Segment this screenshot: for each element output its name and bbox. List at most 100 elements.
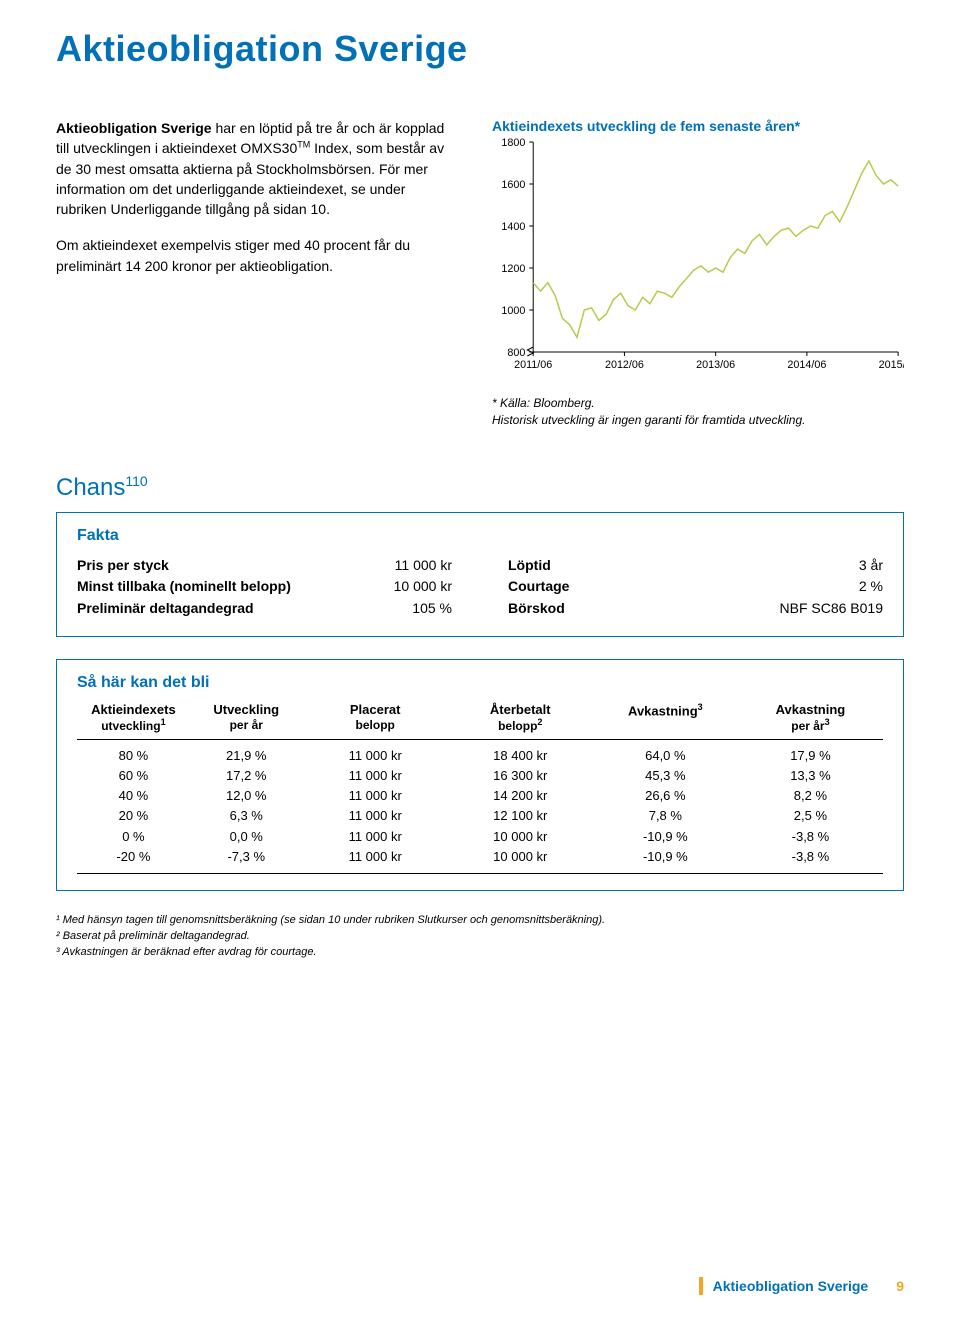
scenario-box: Så här kan det bli Aktieindexetsutveckli…	[56, 659, 904, 891]
h-c1a: Aktieindexets	[91, 702, 176, 717]
scenario-body: 80 %21,9 %11 000 kr18 400 kr64,0 %17,9 %…	[77, 746, 883, 874]
svg-text:800: 800	[507, 347, 525, 359]
svg-text:1000: 1000	[501, 305, 525, 317]
fakta-col-left: Pris per styck11 000 krMinst tillbaka (n…	[77, 555, 452, 620]
intro-text: Aktieobligation Sverige har en löptid på…	[56, 118, 456, 429]
svg-text:1200: 1200	[501, 263, 525, 275]
fakta-title: Fakta	[77, 527, 883, 545]
scenario-title: Så här kan det bli	[77, 674, 883, 692]
scenario-header: Aktieindexetsutveckling1 Utvecklingper å…	[77, 702, 883, 740]
fakta-label: Pris per styck	[77, 555, 169, 577]
h-c2a: Utveckling	[213, 702, 279, 717]
cell: 40 %	[77, 786, 190, 806]
fakta-value: 105 %	[412, 598, 452, 620]
cell: 45,3 %	[593, 766, 738, 786]
chart-title: Aktieindexets utveckling de fem senaste …	[492, 118, 904, 134]
cell: 8,2 %	[738, 786, 883, 806]
h-c1s: 1	[161, 717, 166, 727]
chart-footnote-1: * Källa: Bloomberg.	[492, 395, 904, 412]
chart-footnote: * Källa: Bloomberg. Historisk utveckling…	[492, 395, 904, 429]
cell: 16 300 kr	[448, 766, 593, 786]
fakta-line: Börskod NBF SC86 B019	[508, 598, 883, 620]
cell: 10 000 kr	[448, 827, 593, 847]
h-c4b: belopp	[498, 719, 537, 733]
h-c6a: Avkastning	[776, 702, 846, 717]
fakta-value: 11 000 kr	[395, 555, 452, 577]
table-row: 40 %12,0 %11 000 kr14 200 kr26,6 %8,2 %	[77, 786, 883, 806]
fakta-label: Börskod	[508, 598, 565, 620]
chans-label: Chans	[56, 474, 125, 501]
svg-text:2012/06: 2012/06	[605, 359, 644, 371]
svg-text:1800: 1800	[501, 137, 525, 149]
svg-text:2013/06: 2013/06	[696, 359, 735, 371]
cell: 2,5 %	[738, 806, 883, 826]
footnotes: ¹ Med hänsyn tagen till genomsnittsberäk…	[56, 913, 904, 961]
cell: -20 %	[77, 847, 190, 867]
footnote-1: ¹ Med hänsyn tagen till genomsnittsberäk…	[56, 913, 904, 929]
cell: 14 200 kr	[448, 786, 593, 806]
cell: 11 000 kr	[303, 806, 448, 826]
table-row: 0 %0,0 %11 000 kr10 000 kr-10,9 %-3,8 %	[77, 827, 883, 847]
fakta-label: Preliminär deltagandegrad	[77, 598, 254, 620]
fakta-line: Preliminär deltagandegrad 105 %	[77, 598, 452, 620]
cell: 64,0 %	[593, 746, 738, 766]
cell: 10 000 kr	[448, 847, 593, 867]
cell: 11 000 kr	[303, 766, 448, 786]
footnote-3: ³ Avkastningen är beräknad efter avdrag …	[56, 945, 904, 961]
fakta-value: 3 år	[859, 555, 883, 577]
cell: 6,3 %	[190, 806, 303, 826]
cell: 13,3 %	[738, 766, 883, 786]
fakta-box: Fakta Pris per styck11 000 krMinst tillb…	[56, 512, 904, 637]
footer-title: Aktieobligation Sverige	[713, 1278, 869, 1294]
h-c6b: per år	[791, 719, 824, 733]
cell: 11 000 kr	[303, 746, 448, 766]
cell: 0,0 %	[190, 827, 303, 847]
svg-text:2011/06: 2011/06	[514, 359, 552, 371]
intro-lead: Aktieobligation Sverige	[56, 120, 212, 136]
cell: 12,0 %	[190, 786, 303, 806]
intro-p2: Om aktieindexet exempelvis stiger med 40…	[56, 235, 456, 276]
cell: -7,3 %	[190, 847, 303, 867]
svg-text:1400: 1400	[501, 221, 525, 233]
fakta-col-right: Löptid3 årCourtage2 %Börskod NBF SC86 B01…	[508, 555, 883, 620]
cell: 26,6 %	[593, 786, 738, 806]
cell: 11 000 kr	[303, 847, 448, 867]
fakta-value: NBF SC86 B019	[780, 598, 884, 620]
tm-mark: TM	[297, 140, 310, 150]
line-chart: 800100012001400160018002011/062012/06201…	[492, 136, 904, 376]
fakta-line: Löptid3 år	[508, 555, 883, 577]
svg-text:2014/06: 2014/06	[787, 359, 826, 371]
h-c3a: Placerat	[350, 702, 401, 717]
cell: 0 %	[77, 827, 190, 847]
footer-bar-icon	[699, 1277, 703, 1295]
h-c6s: 3	[825, 717, 830, 727]
cell: 12 100 kr	[448, 806, 593, 826]
cell: 20 %	[77, 806, 190, 826]
cell: 11 000 kr	[303, 786, 448, 806]
page-title: Aktieobligation Sverige	[56, 28, 904, 70]
table-row: 20 %6,3 %11 000 kr12 100 kr7,8 %2,5 %	[77, 806, 883, 826]
table-row: -20 %-7,3 %11 000 kr10 000 kr-10,9 %-3,8…	[77, 847, 883, 867]
cell: 21,9 %	[190, 746, 303, 766]
fakta-line: Pris per styck 11 000 kr	[77, 555, 452, 577]
cell: 80 %	[77, 746, 190, 766]
footer-page-number: 9	[896, 1278, 904, 1294]
h-c4a: Återbetalt	[490, 702, 551, 717]
table-row: 60 %17,2 %11 000 kr16 300 kr45,3 %13,3 %	[77, 766, 883, 786]
h-c5a: Avkastning	[628, 703, 698, 718]
chans-sup: 110	[125, 473, 147, 489]
table-row: 80 %21,9 %11 000 kr18 400 kr64,0 %17,9 %	[77, 746, 883, 766]
fakta-line: Minst tillbaka (nominellt belopp)10 000 …	[77, 576, 452, 598]
h-c3b: belopp	[356, 718, 395, 732]
cell: -10,9 %	[593, 847, 738, 867]
cell: 60 %	[77, 766, 190, 786]
cell: -3,8 %	[738, 847, 883, 867]
fakta-line: Courtage2 %	[508, 576, 883, 598]
cell: 18 400 kr	[448, 746, 593, 766]
chans-heading: Chans110	[56, 473, 904, 502]
h-c5s: 3	[698, 702, 703, 712]
fakta-label: Minst tillbaka (nominellt belopp)	[77, 576, 291, 598]
cell: -3,8 %	[738, 827, 883, 847]
cell: -10,9 %	[593, 827, 738, 847]
cell: 11 000 kr	[303, 827, 448, 847]
